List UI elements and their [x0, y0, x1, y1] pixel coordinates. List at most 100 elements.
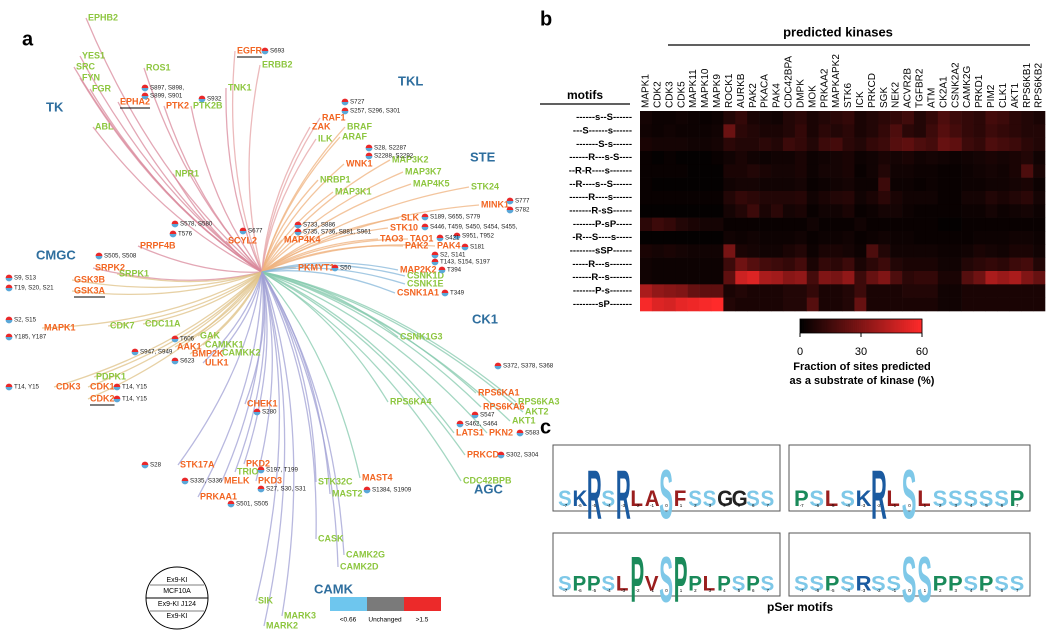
family-label: TK [46, 99, 64, 114]
logo-letter: R [871, 455, 887, 533]
heat-cell [747, 284, 760, 298]
heat-cell [735, 137, 748, 152]
heat-cell [747, 271, 760, 285]
heat-cell [771, 137, 784, 152]
heat-cell [711, 217, 724, 232]
heat-cell [699, 164, 712, 178]
heat-cell [818, 204, 831, 218]
kinase-label: AKT2 [525, 406, 549, 416]
logo-frame [552, 444, 781, 512]
heat-cell [902, 231, 915, 245]
colorbar-segment [909, 319, 913, 333]
colorbar-segment [913, 319, 917, 333]
heat-cell [771, 204, 784, 218]
site-label: S257, S296, S301 [350, 108, 401, 115]
heat-cell [937, 271, 951, 285]
logo-position: 0 [908, 503, 911, 508]
heat-cell [1033, 151, 1046, 165]
family-label: CAMK [314, 581, 354, 596]
kinase-label: FYN [82, 72, 100, 82]
site-label: T576 [178, 231, 193, 238]
heat-cell [794, 217, 808, 232]
site-label: S897, S898, [150, 85, 184, 92]
heat-cell [842, 191, 855, 205]
kinase-label: CDC42BPB [463, 475, 512, 485]
heat-cell [675, 191, 688, 205]
heat-cell [1021, 244, 1034, 258]
logo-position: 7 [1016, 588, 1019, 593]
heat-cell [687, 124, 700, 138]
heat-cell [925, 244, 939, 258]
site-label: S335, S336 [190, 478, 223, 485]
heat-cell [925, 284, 939, 298]
heat-cell [806, 124, 819, 138]
heat-cell [675, 164, 688, 178]
heat-cell [973, 297, 986, 312]
heat-cell [866, 204, 879, 218]
heat-cell [711, 177, 724, 192]
heat-cell [735, 151, 748, 165]
heat-cell [985, 257, 998, 272]
logo-position: -4 [607, 503, 611, 508]
logo-position: 5 [985, 503, 988, 508]
tree-branch [225, 240, 263, 273]
heat-cell [711, 271, 724, 285]
logo-position: 3 [954, 503, 957, 508]
heat-cell [651, 244, 665, 258]
heat-cell [794, 164, 808, 178]
heat-cell [735, 244, 748, 258]
kinase-label: STK24 [471, 181, 499, 191]
tree-branch [261, 271, 345, 556]
heat-cell [973, 111, 986, 125]
heat-cell [771, 244, 784, 258]
heat-cell [866, 297, 879, 312]
heat-cell [759, 111, 772, 125]
heat-cell [913, 204, 927, 218]
logo-position: 5 [738, 503, 741, 508]
colorbar-segment [873, 319, 876, 333]
heat-cell [890, 124, 903, 138]
heat-cell [818, 151, 831, 165]
heat-cell [675, 284, 688, 298]
heat-cell [902, 124, 915, 138]
site-marker [506, 206, 514, 210]
heat-cell [1033, 111, 1046, 125]
heat-cell [651, 284, 665, 298]
logo-position: -2 [877, 503, 881, 508]
site-label: S583 [525, 430, 540, 437]
tree-branch [172, 173, 263, 273]
logo-position: 1 [680, 588, 683, 593]
heat-cell [854, 217, 867, 232]
colorbar-segment [854, 319, 858, 333]
heat-cell [949, 297, 962, 312]
kinase-label: PKD2 [246, 458, 270, 468]
x-tick-label: PKACA [760, 74, 771, 108]
site-marker [261, 51, 269, 55]
heat-cell [985, 177, 998, 192]
tree-branch [202, 271, 263, 364]
heat-cell [925, 297, 939, 312]
logo-letter: P [630, 544, 644, 617]
site-marker [141, 88, 149, 92]
heat-cell [759, 191, 772, 205]
heat-cell [997, 297, 1010, 312]
heat-cell [925, 217, 939, 232]
site-marker [95, 252, 103, 256]
heat-cell [735, 191, 748, 205]
heat-cell [794, 271, 808, 285]
logo-position: 2 [694, 588, 697, 593]
heat-cell [890, 151, 903, 165]
heat-cell [997, 257, 1010, 272]
kinase-label: EGFR [237, 45, 263, 55]
heat-cell [842, 297, 855, 312]
logo-letter: S [761, 486, 775, 511]
logo-position: 1 [924, 503, 927, 508]
tree-branch [71, 271, 263, 296]
colorbar-segment [810, 319, 813, 333]
site-marker [436, 234, 444, 238]
heat-cell [842, 244, 855, 258]
site-marker [5, 288, 13, 292]
heat-cell [973, 244, 986, 258]
site-marker [171, 357, 179, 361]
heat-cell [794, 151, 808, 165]
